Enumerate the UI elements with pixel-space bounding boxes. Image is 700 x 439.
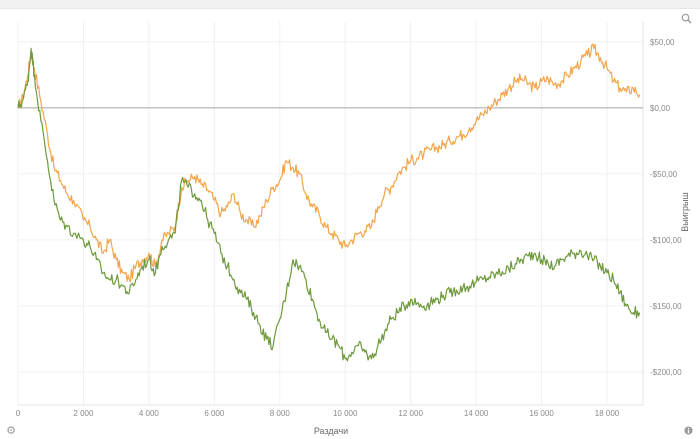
x-tick-label: 14 000 xyxy=(464,409,489,418)
x-tick-label: 8 000 xyxy=(270,409,291,418)
grid-lines xyxy=(17,22,644,406)
x-tick-label: 0 xyxy=(16,409,21,418)
magnifier-icon[interactable] xyxy=(680,12,692,24)
x-tick-label: 12 000 xyxy=(398,409,423,418)
y-tick-label: -$200,00 xyxy=(650,368,682,377)
y-tick-label: -$100,00 xyxy=(650,236,682,245)
x-tick-label: 18 000 xyxy=(595,409,620,418)
series-layer xyxy=(17,43,641,362)
x-tick-label: 6 000 xyxy=(204,409,225,418)
x-tick-label: 16 000 xyxy=(529,409,554,418)
series-line-1 xyxy=(17,47,641,362)
y-axis-title: Выигрыш xyxy=(680,192,690,231)
x-tick-label: 2 000 xyxy=(73,409,94,418)
info-icon[interactable] xyxy=(682,424,694,436)
series-line-0 xyxy=(17,43,641,283)
x-tick-label: 10 000 xyxy=(333,409,358,418)
y-axis-ticks: $50,00 $0,00 -$50,00 -$100,00 -$150,00 -$200,… xyxy=(650,38,682,377)
y-tick-label: $50,00 xyxy=(650,38,675,47)
y-tick-label: -$50,00 xyxy=(650,170,678,179)
x-tick-label: 4 000 xyxy=(139,409,160,418)
x-axis-ticks: 0 2 000 4 000 6 000 8 000 10 000 12 000 14 000 1… xyxy=(16,409,620,418)
x-axis-title: Раздачи xyxy=(314,426,348,436)
y-tick-label: -$150,00 xyxy=(650,302,682,311)
top-toolbar-strip xyxy=(0,0,700,9)
y-tick-label: $0,00 xyxy=(650,104,671,113)
gear-icon[interactable]: ⚙ xyxy=(6,424,16,437)
